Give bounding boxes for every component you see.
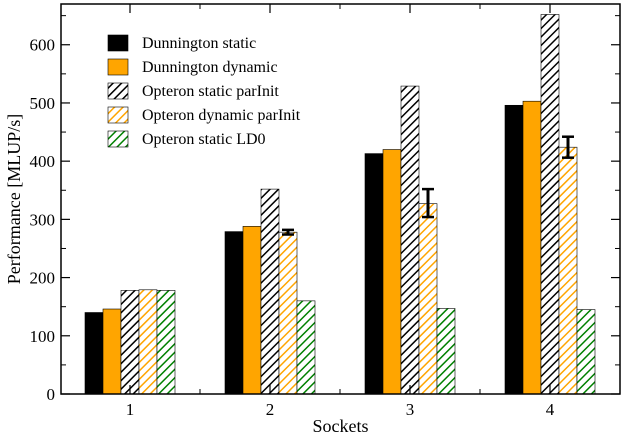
bar-opteron-static-ld0-3 [436, 308, 456, 395]
bar-opteron-static-ld0-2 [296, 300, 316, 395]
legend-item: Dunnington static [107, 34, 256, 52]
bar-opteron-dynamic-parinit-2 [278, 231, 298, 395]
legend-swatch [107, 82, 129, 100]
legend-item: Dunnington dynamic [107, 58, 278, 76]
error-bar-3 [422, 187, 434, 219]
x-tick-label: 4 [546, 400, 555, 419]
legend-label: Opteron static LD0 [142, 131, 266, 148]
bar-dunnington-static-2 [224, 231, 244, 395]
y-tick-label: 0 [47, 385, 56, 404]
x-tick-label: 3 [406, 400, 415, 419]
bar-opteron-static-parinit-2 [260, 188, 280, 395]
legend-swatch [107, 130, 129, 148]
bar-opteron-dynamic-parinit-4 [558, 146, 578, 395]
y-axis: 0 100 200 300 400 500 600 [30, 15, 620, 404]
y-tick-label: 200 [30, 269, 56, 288]
x-axis: 1 2 3 4 [126, 4, 555, 419]
bar-dunnington-static-4 [504, 104, 524, 395]
legend-label: Opteron dynamic parInit [142, 107, 301, 124]
bar-dunnington-dynamic-4 [522, 100, 542, 395]
bar-opteron-dynamic-parinit-3 [418, 203, 438, 395]
error-bar-4 [562, 135, 574, 159]
legend-item: Opteron static parInit [107, 82, 279, 100]
legend-label: Dunnington static [142, 35, 256, 52]
y-tick-label: 600 [30, 36, 56, 55]
legend-label: Opteron static parInit [142, 83, 279, 100]
y-axis-label: Performance [MLUP/s] [4, 114, 24, 284]
bar-dunnington-dynamic-2 [242, 226, 262, 395]
bar-opteron-static-parinit-4 [540, 14, 560, 395]
x-axis-label: Sockets [313, 416, 369, 435]
bars-layer [84, 14, 596, 395]
y-tick-label: 500 [30, 94, 56, 113]
error-bars-layer [282, 135, 574, 236]
x-tick-label: 1 [126, 400, 135, 419]
bar-dunnington-static-1 [84, 312, 104, 395]
legend-swatch [107, 58, 129, 76]
legend-label: Dunnington dynamic [142, 59, 278, 76]
bar-dunnington-dynamic-3 [382, 149, 402, 395]
y-tick-label: 100 [30, 327, 56, 346]
bar-opteron-static-parinit-1 [120, 290, 140, 395]
legend-item: Opteron static LD0 [107, 130, 266, 148]
bar-dunnington-dynamic-1 [102, 308, 122, 395]
legend-swatch [107, 106, 129, 124]
legend-swatch [107, 34, 129, 52]
bar-opteron-static-ld0-4 [576, 309, 596, 395]
y-tick-label: 400 [30, 152, 56, 171]
legend: Dunnington static Dunnington dynamic Opter… [107, 34, 301, 148]
x-tick-label: 2 [266, 400, 275, 419]
bar-opteron-static-ld0-1 [156, 290, 176, 395]
bar-dunnington-static-3 [364, 153, 384, 395]
bar-opteron-static-parinit-3 [400, 85, 420, 395]
y-tick-label: 300 [30, 210, 56, 229]
legend-item: Opteron dynamic parInit [107, 106, 301, 124]
bar-opteron-dynamic-parinit-1 [138, 289, 158, 395]
error-bar-2 [282, 228, 294, 236]
